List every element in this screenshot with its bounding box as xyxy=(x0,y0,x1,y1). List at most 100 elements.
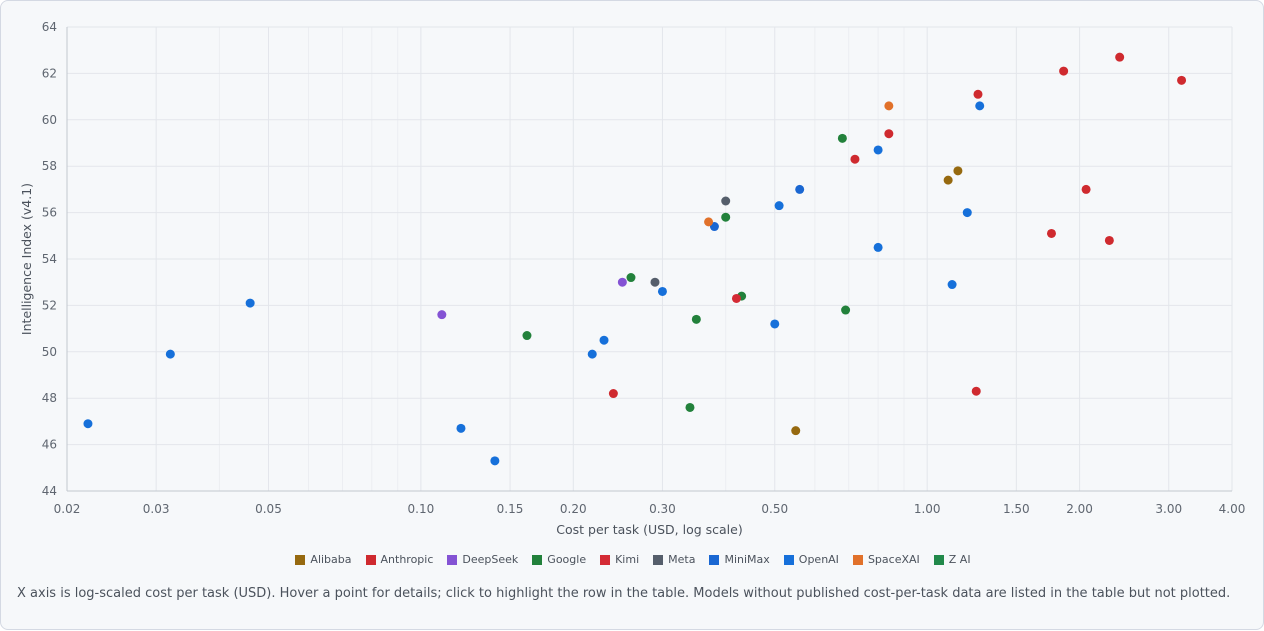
legend-label: SpaceXAI xyxy=(867,553,920,566)
legend-item[interactable]: Google xyxy=(532,553,586,566)
data-point-alibaba[interactable] xyxy=(953,166,963,176)
footnote: X axis is log-scaled cost per task (USD)… xyxy=(17,586,1231,601)
data-points[interactable] xyxy=(83,52,1187,466)
x-tick-label: 0.15 xyxy=(497,502,524,516)
x-tick-label: 0.20 xyxy=(560,502,587,516)
data-point-google[interactable] xyxy=(691,314,701,324)
legend-swatch xyxy=(365,554,376,565)
y-tick-label: 64 xyxy=(42,20,57,34)
legend-swatch xyxy=(295,554,306,565)
x-tick-label: 4.00 xyxy=(1219,502,1246,516)
data-point-google[interactable] xyxy=(841,305,851,315)
y-tick-label: 48 xyxy=(42,391,57,405)
y-tick-label: 54 xyxy=(42,252,57,266)
y-tick-label: 56 xyxy=(42,206,57,220)
y-tick-label: 58 xyxy=(42,159,57,173)
data-point-openai[interactable] xyxy=(770,319,780,329)
x-tick-label: 3.00 xyxy=(1155,502,1182,516)
legend-label: Google xyxy=(547,553,587,566)
legend-label: Anthropic xyxy=(380,553,434,566)
data-point-anthropic[interactable] xyxy=(1177,75,1187,85)
data-point-google[interactable] xyxy=(721,212,731,222)
legend-item[interactable]: Kimi xyxy=(600,553,639,566)
data-point-anthropic[interactable] xyxy=(884,129,894,139)
data-point-anthropic[interactable] xyxy=(608,389,618,399)
data-point-openai[interactable] xyxy=(456,423,466,433)
legend-label: OpenAI xyxy=(798,553,839,566)
data-point-anthropic[interactable] xyxy=(1104,235,1114,245)
data-point-anthropic[interactable] xyxy=(971,386,981,396)
data-point-openai[interactable] xyxy=(774,201,784,211)
data-point-kimi[interactable] xyxy=(731,293,741,303)
data-point-minimax[interactable] xyxy=(795,184,805,194)
x-tick-labels: 0.02 0.03 0.05 0.10 0.15 0.20 0.30 0.50 1.00 1.50… xyxy=(54,502,1246,516)
legend-swatch xyxy=(653,554,664,565)
data-point-openai[interactable] xyxy=(245,298,255,308)
data-point-alibaba[interactable] xyxy=(943,175,953,185)
legend-swatch xyxy=(852,554,863,565)
legend-swatch xyxy=(709,554,720,565)
data-point-anthropic[interactable] xyxy=(1059,66,1069,76)
y-tick-label: 62 xyxy=(42,66,57,80)
data-point-meta[interactable] xyxy=(650,277,660,287)
data-point-openai[interactable] xyxy=(947,280,957,290)
legend-item[interactable]: MiniMax xyxy=(709,553,770,566)
x-tick-label: 0.50 xyxy=(761,502,788,516)
data-point-deepseek[interactable] xyxy=(437,310,447,320)
x-tick-label: 2.00 xyxy=(1066,502,1093,516)
legend-item[interactable]: DeepSeek xyxy=(447,553,518,566)
y-tick-labels: 44 46 48 50 52 54 56 58 60 62 64 xyxy=(42,20,57,498)
legend-label: MiniMax xyxy=(724,553,770,566)
x-tick-label: 0.05 xyxy=(255,502,282,516)
legend-label: Meta xyxy=(668,553,696,566)
y-tick-label: 44 xyxy=(42,484,57,498)
data-point-openai[interactable] xyxy=(83,419,93,429)
y-tick-label: 52 xyxy=(42,298,57,312)
legend-swatch xyxy=(933,554,944,565)
data-point-spacexai[interactable] xyxy=(884,101,894,111)
data-point-anthropic[interactable] xyxy=(1115,52,1125,62)
data-point-anthropic[interactable] xyxy=(850,154,860,164)
grid-lines xyxy=(66,26,1233,492)
x-tick-label: 0.30 xyxy=(649,502,676,516)
data-point-spacexai[interactable] xyxy=(704,217,714,227)
data-point-alibaba[interactable] xyxy=(791,426,801,436)
legend-item[interactable]: Meta xyxy=(653,553,695,566)
legend-label: DeepSeek xyxy=(462,553,519,566)
data-point-google[interactable] xyxy=(522,331,532,341)
x-axis-title: Cost per task (USD, log scale) xyxy=(556,522,742,537)
data-point-openai[interactable] xyxy=(873,242,883,252)
legend-item[interactable]: Z AI xyxy=(933,553,971,566)
legend-swatch xyxy=(532,554,543,565)
data-point-google[interactable] xyxy=(837,133,847,143)
data-point-meta[interactable] xyxy=(721,196,731,206)
data-point-anthropic[interactable] xyxy=(1081,184,1091,194)
data-point-google[interactable] xyxy=(626,273,636,283)
y-tick-label: 50 xyxy=(42,345,57,359)
data-point-google[interactable] xyxy=(685,402,695,412)
data-point-openai[interactable] xyxy=(165,349,175,359)
data-point-openai[interactable] xyxy=(975,101,985,111)
data-point-openai[interactable] xyxy=(657,286,667,296)
x-tick-label: 0.02 xyxy=(54,502,81,516)
data-point-openai[interactable] xyxy=(599,335,609,345)
legend-item[interactable]: SpaceXAI xyxy=(852,553,920,566)
legend-item[interactable]: Alibaba xyxy=(295,553,352,566)
x-tick-label: 0.10 xyxy=(408,502,435,516)
data-point-openai[interactable] xyxy=(962,208,972,218)
data-point-anthropic[interactable] xyxy=(973,89,983,99)
legend-item[interactable]: OpenAI xyxy=(783,553,839,566)
axes xyxy=(66,27,1232,492)
data-point-openai[interactable] xyxy=(873,145,883,155)
y-axis-title: Intelligence Index (v4.1) xyxy=(19,183,34,335)
legend-label: Z AI xyxy=(948,553,971,566)
data-point-openai[interactable] xyxy=(587,349,597,359)
legend-swatch xyxy=(447,554,458,565)
data-point-openai[interactable] xyxy=(490,456,500,466)
legend-item[interactable]: Anthropic xyxy=(365,553,434,566)
data-point-deepseek[interactable] xyxy=(617,277,627,287)
data-point-anthropic[interactable] xyxy=(1046,228,1056,238)
y-tick-label: 46 xyxy=(42,438,57,452)
